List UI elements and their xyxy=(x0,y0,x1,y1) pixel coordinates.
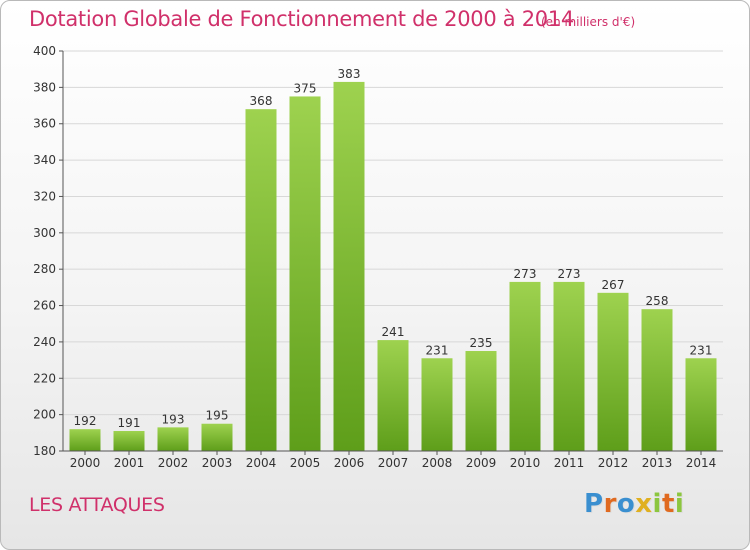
bar xyxy=(553,281,585,451)
y-tick-label: 220 xyxy=(33,371,56,385)
bar xyxy=(465,351,497,451)
bar-value-label: 375 xyxy=(294,81,317,95)
chart-title: Dotation Globale de Fonctionnement de 20… xyxy=(29,7,574,31)
bar-value-label: 383 xyxy=(338,67,361,81)
bar xyxy=(69,429,101,451)
bar-value-label: 267 xyxy=(602,278,625,292)
x-tick-label: 2010 xyxy=(510,456,541,470)
y-tick-label: 240 xyxy=(33,335,56,349)
x-tick-label: 2008 xyxy=(422,456,453,470)
bar-value-label: 191 xyxy=(118,416,141,430)
bars: 192 191 193 195 368 375 383 241 231 235 273 273 267 2… xyxy=(69,67,717,452)
bar xyxy=(201,423,233,451)
x-tick-label: 2004 xyxy=(246,456,277,470)
bar-value-label: 193 xyxy=(162,412,185,426)
axes: 180 200 220 240 260 280 300 320 340 360 380 400 2000… xyxy=(33,44,723,470)
x-tick-label: 2003 xyxy=(202,456,233,470)
bar-value-label: 258 xyxy=(646,294,669,308)
x-tick-label: 2000 xyxy=(70,456,101,470)
logo-letter: P xyxy=(584,489,604,519)
x-tick-label: 2009 xyxy=(466,456,497,470)
proxiti-logo: Proxiti xyxy=(584,489,684,519)
x-tick-label: 2014 xyxy=(686,456,717,470)
y-tick-label: 380 xyxy=(33,80,56,94)
y-tick-label: 180 xyxy=(33,444,56,458)
bar-value-label: 195 xyxy=(206,409,229,423)
bar xyxy=(641,309,673,451)
y-tick-label: 300 xyxy=(33,226,56,240)
bar-value-label: 368 xyxy=(250,94,273,108)
logo-letter: r xyxy=(603,489,617,519)
logo-letter: t xyxy=(661,489,675,519)
bar xyxy=(113,431,145,451)
bar-value-label: 235 xyxy=(470,336,493,350)
logo-letter: i xyxy=(674,489,685,519)
bar xyxy=(289,96,321,452)
bar-value-label: 273 xyxy=(514,267,537,281)
x-tick-label: 2012 xyxy=(598,456,629,470)
y-tick-label: 340 xyxy=(33,153,56,167)
x-tick-label: 2002 xyxy=(158,456,189,470)
x-tick-label: 2007 xyxy=(378,456,409,470)
bar xyxy=(685,358,717,451)
bar xyxy=(597,292,629,451)
x-tick-label: 2011 xyxy=(554,456,585,470)
bar-value-label: 231 xyxy=(690,343,713,357)
bar xyxy=(377,340,409,451)
logo-letter: i xyxy=(652,489,662,519)
x-tick-label: 2013 xyxy=(642,456,673,470)
y-tick-label: 400 xyxy=(33,44,56,58)
bar-value-label: 192 xyxy=(74,414,97,428)
commune-name: LES ATTAQUES xyxy=(29,494,165,516)
bar xyxy=(509,281,541,451)
logo-letter: x xyxy=(635,489,653,519)
bar-value-label: 273 xyxy=(558,267,581,281)
y-tick-label: 260 xyxy=(33,299,56,313)
logo-letter: o xyxy=(616,489,636,519)
bar-value-label: 241 xyxy=(382,325,405,339)
y-tick-label: 360 xyxy=(33,117,56,131)
y-tick-label: 200 xyxy=(33,408,56,422)
x-tick-label: 2001 xyxy=(114,456,145,470)
bar xyxy=(157,427,189,451)
y-tick-label: 280 xyxy=(33,262,56,276)
y-tick-label: 320 xyxy=(33,189,56,203)
bar xyxy=(333,81,365,451)
bar xyxy=(421,358,453,451)
chart-subtitle: (en milliers d'€) xyxy=(541,15,636,29)
bar xyxy=(245,109,277,451)
x-tick-label: 2005 xyxy=(290,456,321,470)
bar-value-label: 231 xyxy=(426,343,449,357)
x-tick-label: 2006 xyxy=(334,456,365,470)
